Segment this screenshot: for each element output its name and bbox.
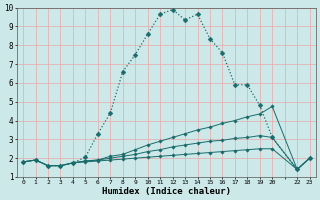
X-axis label: Humidex (Indice chaleur): Humidex (Indice chaleur) xyxy=(102,187,231,196)
